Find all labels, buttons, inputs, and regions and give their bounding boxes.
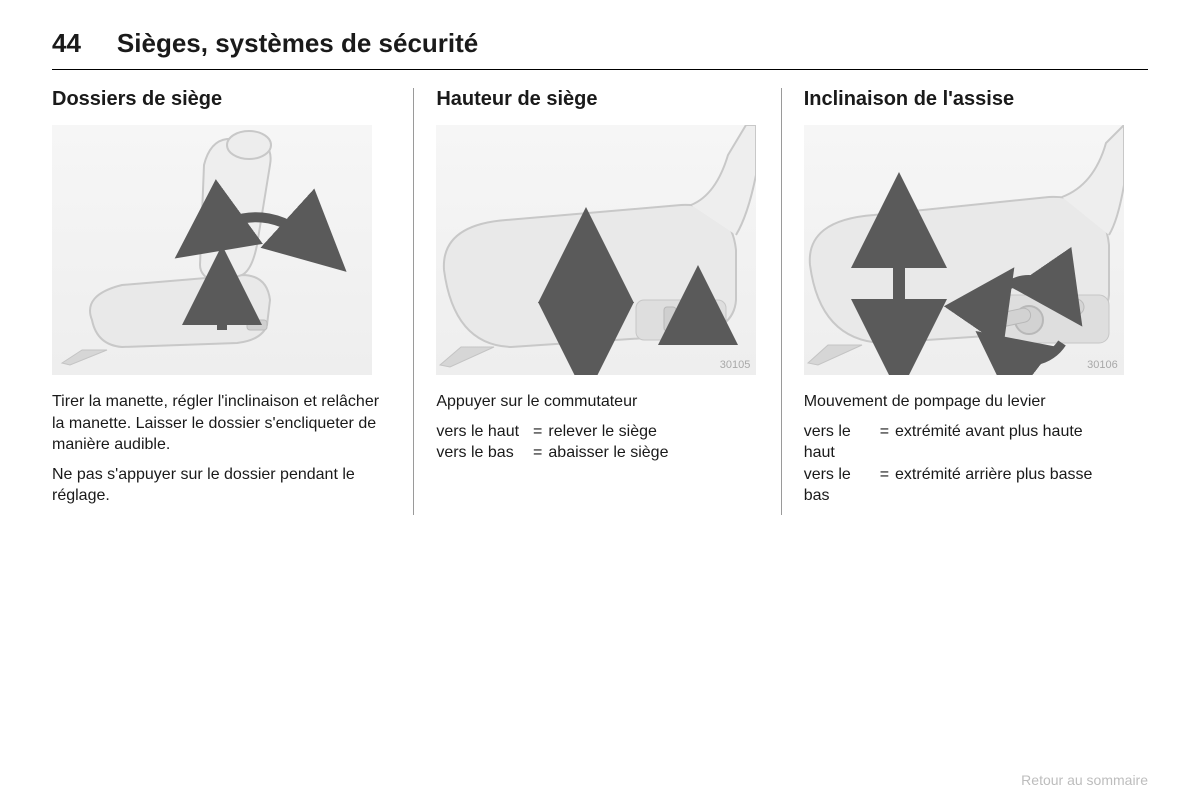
def-eq: = [874,464,895,507]
def-eq: = [874,421,895,464]
def-key: vers le bas [436,442,527,464]
table-row: vers le haut = relever le siège [436,421,676,443]
section-title-tilt: Inclinaison de l'assise [804,88,1148,111]
page-title: Sièges, systèmes de sécurité [117,28,478,59]
def-eq: = [527,442,548,464]
seat-height-icon [436,125,756,375]
text-tilt-1: Mouvement de pompage du levier [804,391,1148,413]
section-title-height: Hauteur de siège [436,88,758,111]
footer-return-link[interactable]: Retour au sommaire [1021,772,1148,788]
page-header: 44 Sièges, systèmes de sécurité [52,28,1148,70]
table-row: vers le haut = extrémité avant plus haut… [804,421,1101,464]
content-columns: Dossiers de siège [52,88,1148,515]
section-title-backrest: Dossiers de siège [52,88,391,111]
diagram-backrest [52,125,372,375]
def-key: vers le haut [804,421,874,464]
image-id-height: 30105 [720,359,751,371]
table-row: vers le bas = extrémité arrière plus bas… [804,464,1101,507]
def-val: relever le siège [548,421,676,443]
image-id-tilt: 30106 [1087,359,1118,371]
def-key: vers le bas [804,464,874,507]
text-height-1: Appuyer sur le commutateur [436,391,758,413]
seat-tilt-icon [804,125,1124,375]
text-backrest-2: Ne pas s'appuyer sur le dossier pendant … [52,464,391,507]
diagram-tilt: 30106 [804,125,1124,375]
column-tilt: Inclinaison de l'assise [781,88,1148,515]
table-row: vers le bas = abaisser le siège [436,442,676,464]
def-val: extrémité arrière plus basse [895,464,1100,507]
def-val: extrémité avant plus haute [895,421,1100,464]
def-eq: = [527,421,548,443]
definitions-tilt: vers le haut = extrémité avant plus haut… [804,421,1101,507]
text-backrest-1: Tirer la manette, régler l'inclinaison e… [52,391,391,456]
diagram-height: 30105 [436,125,756,375]
column-backrest: Dossiers de siège [52,88,413,515]
def-key: vers le haut [436,421,527,443]
column-height: Hauteur de siège [413,88,780,515]
page-number: 44 [52,28,81,59]
definitions-height: vers le haut = relever le siège vers le … [436,421,676,464]
def-val: abaisser le siège [548,442,676,464]
seat-backrest-icon [52,125,372,375]
